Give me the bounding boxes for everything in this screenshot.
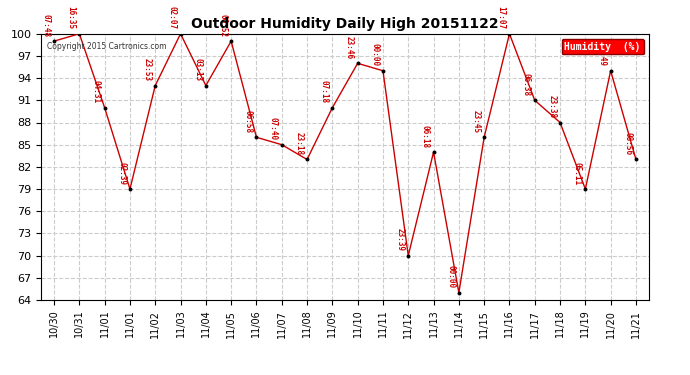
Point xyxy=(605,68,616,74)
Text: 06:18: 06:18 xyxy=(421,125,430,148)
Text: 06:52: 06:52 xyxy=(218,14,227,37)
Text: 07:40: 07:40 xyxy=(269,117,278,141)
Point xyxy=(175,31,186,37)
Point xyxy=(99,105,110,111)
Text: 23:38: 23:38 xyxy=(547,95,556,118)
Point xyxy=(226,38,237,44)
Point xyxy=(124,186,135,192)
Legend: Humidity  (%): Humidity (%) xyxy=(562,39,644,54)
Point xyxy=(631,156,642,162)
Point xyxy=(377,68,388,74)
Text: 04:31: 04:31 xyxy=(92,80,101,104)
Text: 23:39: 23:39 xyxy=(395,228,404,252)
Point xyxy=(580,186,591,192)
Point xyxy=(276,142,287,148)
Text: 23:53: 23:53 xyxy=(142,58,151,81)
Point xyxy=(200,82,211,88)
Text: 06:38: 06:38 xyxy=(522,73,531,96)
Title: Outdoor Humidity Daily High 20151122: Outdoor Humidity Daily High 20151122 xyxy=(191,17,499,31)
Text: 16:35: 16:35 xyxy=(66,6,75,30)
Text: Copyright 2015 Cartronics.com: Copyright 2015 Cartronics.com xyxy=(48,42,167,51)
Text: 23:46: 23:46 xyxy=(345,36,354,59)
Point xyxy=(479,134,490,140)
Text: 07:18: 07:18 xyxy=(319,80,328,104)
Point xyxy=(529,98,540,104)
Point xyxy=(453,290,464,296)
Point xyxy=(403,253,414,259)
Point xyxy=(352,60,363,66)
Text: 07:48: 07:48 xyxy=(41,14,50,37)
Text: 17:07: 17:07 xyxy=(497,6,506,30)
Point xyxy=(74,31,85,37)
Text: 00:00: 00:00 xyxy=(370,44,379,66)
Text: 23:45: 23:45 xyxy=(471,110,480,133)
Point xyxy=(302,156,313,162)
Point xyxy=(428,149,439,155)
Text: 04:49: 04:49 xyxy=(598,44,607,66)
Point xyxy=(48,38,59,44)
Point xyxy=(504,31,515,37)
Text: 08:56: 08:56 xyxy=(623,132,632,155)
Point xyxy=(555,120,566,126)
Point xyxy=(327,105,338,111)
Text: 23:18: 23:18 xyxy=(294,132,303,155)
Point xyxy=(251,134,262,140)
Text: 02:39: 02:39 xyxy=(117,162,126,185)
Text: 05:11: 05:11 xyxy=(573,162,582,185)
Text: 00:00: 00:00 xyxy=(446,265,455,288)
Point xyxy=(150,82,161,88)
Text: 03:13: 03:13 xyxy=(193,58,202,81)
Text: 02:07: 02:07 xyxy=(168,6,177,30)
Text: 06:58: 06:58 xyxy=(244,110,253,133)
